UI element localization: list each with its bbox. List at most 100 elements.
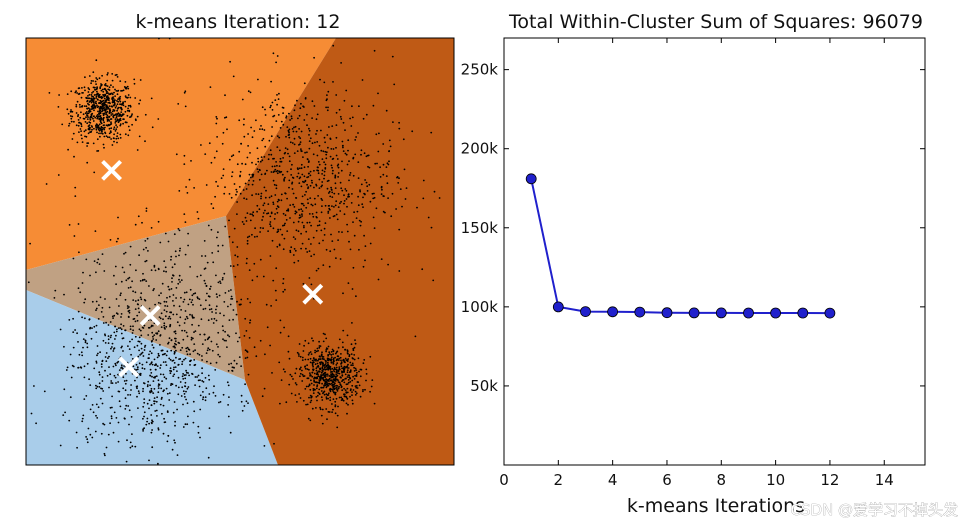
data-point (316, 385, 318, 388)
data-point (81, 282, 84, 284)
data-point (88, 318, 91, 321)
data-point (276, 211, 279, 214)
data-point (98, 113, 101, 115)
data-point (251, 279, 254, 282)
data-point (341, 160, 343, 163)
data-point (163, 376, 166, 379)
data-point (259, 227, 262, 229)
data-point (210, 161, 213, 164)
data-point (221, 142, 224, 145)
data-point (203, 240, 206, 242)
data-point (101, 74, 103, 77)
data-point (330, 189, 333, 191)
data-point (151, 126, 154, 129)
wcss-series (525, 173, 836, 319)
centroid-marker-3 (118, 356, 140, 378)
data-point (269, 215, 272, 218)
data-point (149, 391, 152, 394)
data-point (175, 287, 178, 289)
data-point (274, 99, 277, 101)
data-point (173, 362, 176, 364)
data-point (185, 331, 188, 334)
data-point (224, 94, 226, 97)
data-point (303, 82, 306, 85)
data-point (302, 350, 305, 352)
data-point (174, 441, 176, 444)
data-point (342, 150, 345, 153)
data-point (342, 121, 345, 124)
data-point (264, 173, 266, 176)
data-point (352, 349, 355, 352)
data-point (173, 351, 176, 354)
data-point (97, 352, 99, 355)
data-point (273, 165, 276, 168)
data-point (117, 100, 120, 103)
data-point (226, 346, 228, 348)
data-point (92, 142, 95, 145)
data-point (201, 372, 204, 375)
data-point (251, 213, 254, 216)
data-point (95, 324, 98, 327)
data-point (202, 308, 205, 311)
data-point (272, 227, 275, 230)
data-point (106, 79, 109, 82)
data-point (310, 353, 313, 355)
data-point (115, 298, 118, 300)
data-point (343, 387, 345, 390)
data-point (192, 350, 195, 353)
data-point (291, 142, 294, 144)
data-point (65, 369, 68, 371)
data-point (96, 106, 99, 109)
data-point (76, 332, 78, 335)
data-point (305, 190, 307, 193)
data-point (96, 78, 99, 81)
data-point (178, 278, 180, 281)
data-point (283, 179, 285, 182)
data-point (352, 347, 355, 350)
data-point (342, 329, 345, 332)
data-point (100, 311, 103, 313)
data-point (337, 176, 339, 178)
data-point (124, 382, 127, 385)
data-point (309, 375, 311, 377)
data-point (235, 193, 237, 196)
data-point (115, 330, 118, 333)
data-point (102, 119, 105, 122)
data-point (325, 157, 328, 160)
data-point (290, 392, 293, 395)
data-point (160, 292, 162, 294)
data-point (296, 351, 299, 354)
data-point (215, 274, 217, 277)
data-point (290, 174, 293, 176)
data-point (325, 383, 328, 386)
data-point (91, 108, 93, 111)
data-point (339, 202, 341, 205)
data-point (175, 343, 178, 346)
data-point (346, 230, 349, 233)
data-point (90, 80, 93, 82)
data-point (104, 369, 106, 372)
data-point (373, 49, 376, 52)
data-point (83, 86, 86, 89)
data-point (265, 189, 267, 192)
data-point (107, 98, 109, 101)
data-point (155, 375, 158, 377)
data-point (279, 228, 282, 231)
data-point (343, 359, 345, 362)
data-point (299, 176, 302, 179)
data-point (120, 364, 123, 367)
data-point (335, 124, 338, 126)
data-point (332, 398, 335, 400)
data-point (86, 342, 89, 345)
data-point (344, 357, 347, 360)
data-point (329, 155, 332, 158)
data-point (326, 94, 328, 96)
data-point (174, 250, 177, 253)
data-point (262, 212, 265, 214)
data-point (236, 163, 239, 166)
data-point (76, 141, 79, 144)
data-point (108, 136, 111, 139)
data-point (325, 337, 328, 340)
data-point (310, 382, 313, 385)
data-point (259, 231, 261, 233)
